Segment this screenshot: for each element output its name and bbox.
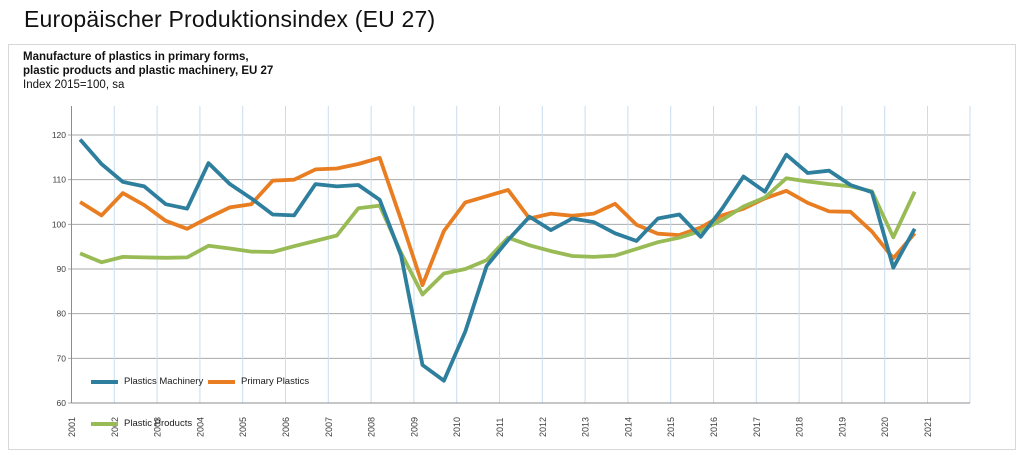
x-axis-label-2003: 2003 xyxy=(153,417,163,437)
series-line-plastics-machinery xyxy=(78,138,917,383)
y-axis-label-100: 100 xyxy=(52,219,66,229)
x-axis-label-2008: 2008 xyxy=(367,417,377,437)
x-axis-label-2020: 2020 xyxy=(880,417,890,437)
y-axis-label-110: 110 xyxy=(52,175,66,185)
legend-item-primary-plastics: Primary Plastics xyxy=(208,376,309,387)
chart-subtitle: Manufacture of plastics in primary forms… xyxy=(23,50,273,92)
x-axis-label-2012: 2012 xyxy=(538,417,548,437)
legend-item-plastic-products: Plastic Products xyxy=(91,418,192,429)
x-axis-label-2006: 2006 xyxy=(281,417,291,437)
x-axis-label-2018: 2018 xyxy=(795,417,805,437)
x-axis-label-2017: 2017 xyxy=(752,417,762,437)
x-axis-label-2019: 2019 xyxy=(837,417,847,437)
series-line-plastic-products xyxy=(79,176,917,297)
x-axis-label-2021: 2021 xyxy=(923,417,933,437)
x-axis-label-2016: 2016 xyxy=(709,417,719,437)
y-axis-label-60: 60 xyxy=(57,398,67,408)
x-axis-label-2001: 2001 xyxy=(67,417,77,437)
chart-subtitle-line-2: plastic products and plastic machinery, … xyxy=(23,65,274,77)
legend-label-plastic-products: Plastic Products xyxy=(124,418,193,429)
x-axis-label-2002: 2002 xyxy=(110,417,120,437)
x-axis-label-2007: 2007 xyxy=(324,417,334,437)
y-axis-label-90: 90 xyxy=(57,264,67,274)
x-axis-label-2005: 2005 xyxy=(238,417,248,437)
chart-subtitle-line-3: Index 2015=100, sa xyxy=(23,79,125,91)
legend-label-primary-plastics: Primary Plastics xyxy=(241,376,310,387)
legend-swatch-plastics-machinery xyxy=(91,379,118,384)
chart-panel: Manufacture of plastics in primary forms… xyxy=(8,44,1016,450)
series-line-primary-plastics xyxy=(79,155,917,288)
chart-subtitle-line-1: Manufacture of plastics in primary forms… xyxy=(23,51,249,63)
y-axis-label-80: 80 xyxy=(57,309,67,319)
y-axis-label-70: 70 xyxy=(57,353,67,363)
y-axis-label-120: 120 xyxy=(52,130,66,140)
x-axis-label-2004: 2004 xyxy=(195,417,205,437)
x-axis-label-2015: 2015 xyxy=(666,417,676,437)
x-axis-label-2009: 2009 xyxy=(409,417,419,437)
legend-item-plastics-machinery: Plastics Machinery xyxy=(91,376,203,387)
x-axis-label-2013: 2013 xyxy=(581,417,591,437)
x-axis-label-2010: 2010 xyxy=(452,417,462,437)
legend-swatch-primary-plastics xyxy=(208,379,235,384)
page-title: Europäischer Produktionsindex (EU 27) xyxy=(24,6,436,32)
x-axis-label-2011: 2011 xyxy=(495,418,505,437)
x-axis-label-2014: 2014 xyxy=(623,417,633,437)
legend-label-plastics-machinery: Plastics Machinery xyxy=(124,376,204,387)
legend-swatch-plastic-products xyxy=(91,421,118,426)
